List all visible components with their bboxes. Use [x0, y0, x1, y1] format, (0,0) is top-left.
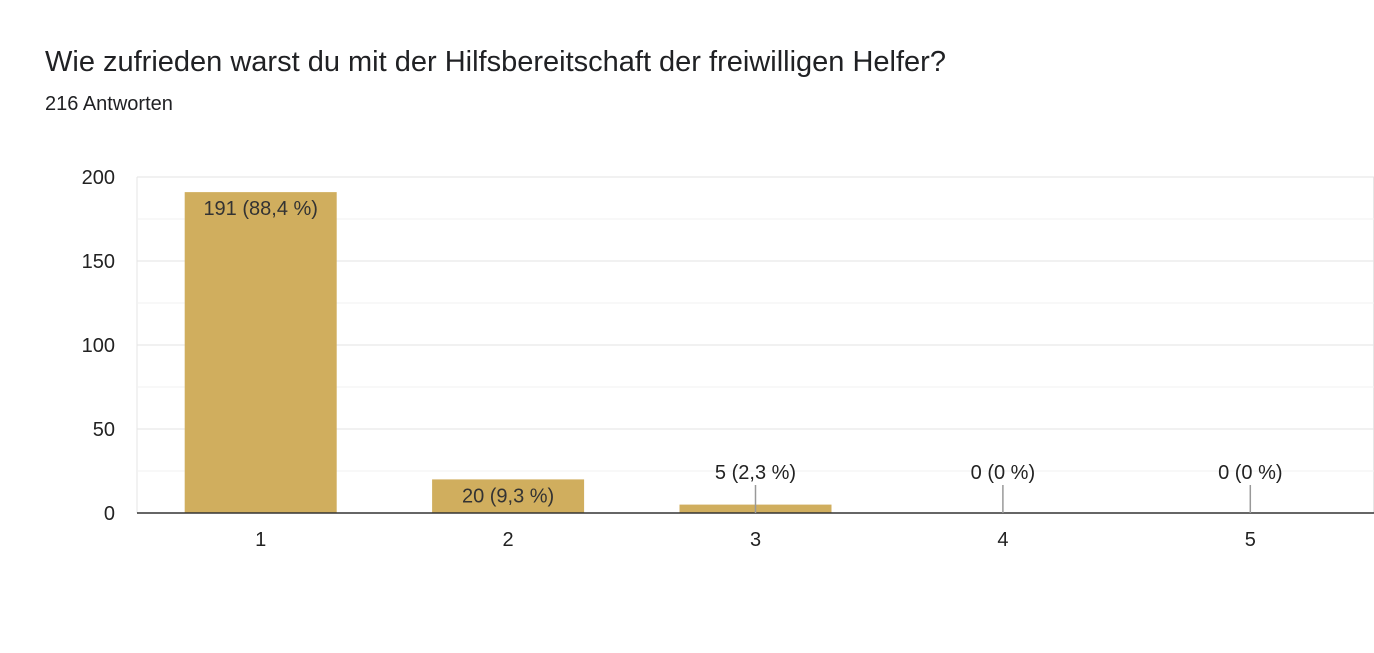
data-label: 191 (88,4 %)	[203, 198, 318, 220]
response-count: 216 Antworten	[45, 93, 173, 115]
y-tick-label: 150	[82, 251, 115, 273]
data-label: 0 (0 %)	[971, 462, 1035, 484]
x-tick-label: 5	[1245, 529, 1256, 551]
data-label: 20 (9,3 %)	[462, 485, 554, 507]
y-tick-label: 100	[82, 335, 115, 357]
x-tick-label: 2	[503, 529, 514, 551]
y-tick-label: 0	[104, 503, 115, 525]
data-label: 0 (0 %)	[1218, 462, 1282, 484]
bar	[184, 192, 337, 513]
x-tick-label: 4	[997, 529, 1008, 551]
y-tick-label: 50	[93, 419, 115, 441]
y-tick-label: 200	[82, 167, 115, 189]
bar	[432, 479, 585, 513]
x-tick-label: 1	[255, 529, 266, 551]
data-label: 5 (2,3 %)	[715, 462, 796, 484]
chart-title: Wie zufrieden warst du mit der Hilfsbere…	[45, 46, 946, 78]
x-tick-label: 3	[750, 529, 761, 551]
